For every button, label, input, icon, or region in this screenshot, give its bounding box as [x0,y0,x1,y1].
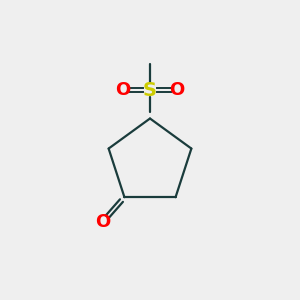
Text: O: O [95,213,110,231]
Text: O: O [169,81,184,99]
Text: O: O [116,81,130,99]
Text: S: S [143,80,157,100]
